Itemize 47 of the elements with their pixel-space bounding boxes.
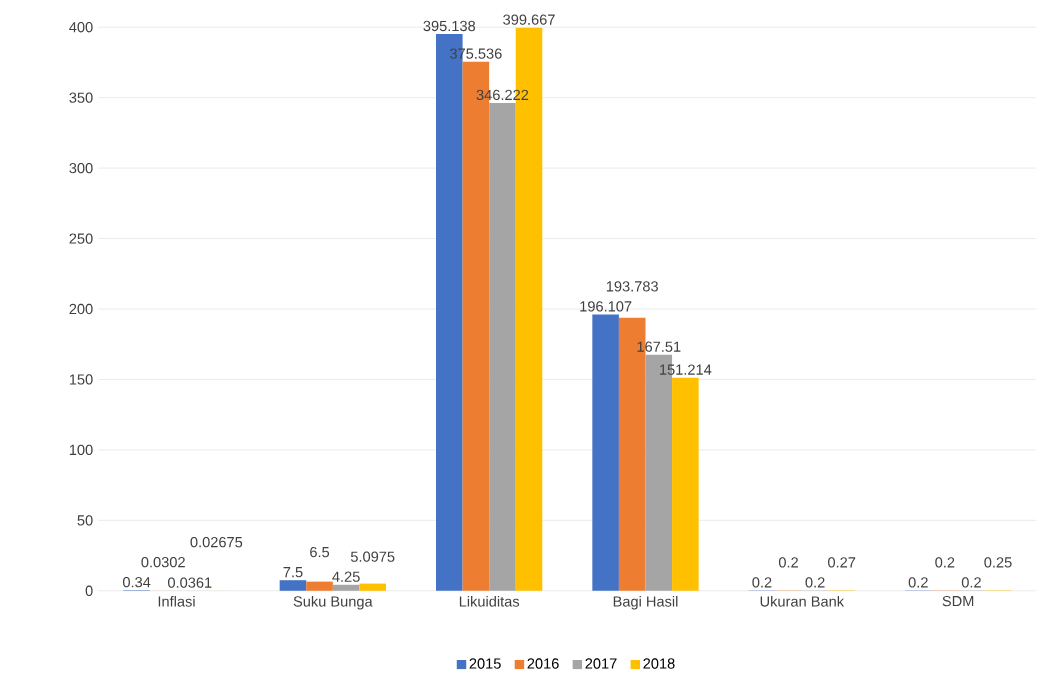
legend-label: 2016	[527, 658, 559, 669]
data-label: 0.2	[961, 577, 981, 588]
bar	[489, 102, 516, 591]
x-tick-label: Likuiditas	[459, 595, 520, 607]
legend-label: 2015	[469, 658, 501, 669]
data-label: 399.667	[503, 14, 555, 25]
data-label: 0.2	[778, 556, 798, 568]
data-label: 0.2	[752, 577, 772, 588]
y-tick-label: 150	[69, 374, 93, 385]
data-label: 0.0302	[141, 556, 185, 568]
data-label: 151.214	[660, 364, 712, 375]
data-label: 0.25	[984, 556, 1012, 568]
data-label: 0.02675	[190, 536, 243, 548]
data-label: 0.2	[805, 577, 825, 588]
data-label: 0.2	[935, 556, 955, 568]
y-tick-label: 250	[69, 233, 93, 244]
y-tick-label: 0	[85, 585, 93, 596]
y-tick-label: 50	[77, 514, 93, 526]
data-label: 0.27	[828, 556, 856, 568]
data-label: 395.138	[423, 20, 476, 31]
x-tick-label: Inflasi	[158, 595, 195, 607]
y-tick-label: 300	[69, 162, 93, 174]
bar	[279, 579, 307, 591]
x-tick-label: SDM	[942, 595, 974, 607]
legend-label: 2018	[643, 658, 675, 669]
bar	[359, 583, 386, 591]
x-tick-label: Ukuran Bank	[760, 595, 845, 607]
data-label: 7.5	[283, 566, 303, 578]
data-label: 196.107	[580, 301, 632, 312]
y-tick-label: 400	[69, 21, 93, 33]
data-label: 4.25	[332, 571, 360, 582]
bar	[672, 377, 699, 591]
bar	[332, 584, 360, 591]
y-tick-label: 350	[69, 92, 93, 103]
x-tick-label: Bagi Hasil	[613, 595, 678, 610]
y-tick-label: 100	[69, 444, 93, 455]
data-label: 5.0975	[350, 551, 395, 562]
bar	[306, 581, 333, 591]
data-label: 0.2	[908, 577, 928, 588]
y-tick-label: 200	[69, 303, 93, 314]
data-label: 193.783	[606, 280, 658, 292]
data-label: 6.5	[310, 546, 330, 558]
data-label: 0.34	[122, 576, 151, 588]
legend-label: 2017	[585, 658, 617, 669]
data-label: 0.0361	[167, 577, 212, 588]
x-tick-label: Suku Bunga	[293, 595, 373, 610]
bar	[592, 314, 619, 591]
